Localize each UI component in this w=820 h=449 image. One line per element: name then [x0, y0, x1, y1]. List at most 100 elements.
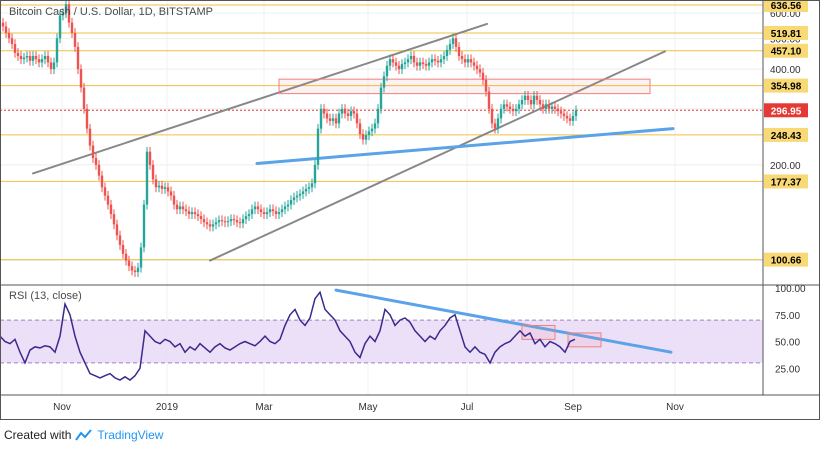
rsi-box	[521, 324, 556, 340]
candle-body	[502, 104, 506, 109]
candle-body	[346, 113, 350, 116]
candle-body	[559, 111, 563, 114]
last-price-label: 296.95	[771, 106, 802, 117]
candle-body	[493, 123, 497, 129]
candle-body	[115, 224, 119, 236]
candle-body	[1, 22, 5, 27]
candle-body	[280, 209, 284, 213]
candle-body	[427, 62, 431, 66]
candle-body	[109, 204, 113, 215]
candle-body	[7, 32, 11, 39]
candle-body	[400, 64, 404, 70]
candle-body	[535, 95, 539, 100]
candle-body	[250, 209, 254, 215]
rsi-tick-label: 75.00	[775, 311, 800, 322]
level-badge	[764, 78, 808, 93]
candle-body	[325, 113, 329, 119]
candle-body	[28, 55, 32, 61]
candle-body	[304, 188, 308, 192]
candle-body	[226, 221, 230, 223]
candle-body	[571, 115, 575, 121]
candle-body	[484, 79, 488, 92]
candle-body	[175, 204, 179, 210]
candle-body	[55, 38, 59, 63]
y-tick-label: 600.00	[770, 9, 801, 20]
candle-body	[97, 164, 101, 176]
footer-brand[interactable]: TradingView	[97, 428, 164, 442]
candle-body	[64, 4, 68, 14]
candle-body	[358, 123, 362, 135]
candle-body	[163, 187, 167, 189]
candle-body	[157, 185, 161, 188]
candle-body	[490, 108, 494, 124]
candle-body	[229, 219, 233, 222]
candle-body	[94, 158, 98, 165]
rsi-line	[0, 290, 576, 381]
candle-body	[34, 55, 38, 60]
candle-body	[355, 113, 359, 124]
candle-body	[169, 191, 173, 196]
candle-body	[361, 134, 365, 140]
candle-body	[499, 108, 503, 119]
candle-body	[136, 267, 140, 273]
candle-body	[403, 62, 407, 65]
level-badge-label: 457.10	[771, 47, 802, 58]
candle-body	[22, 57, 26, 60]
candle-body	[124, 253, 128, 261]
price-title: Bitcoin Cash / U.S. Dollar, 1D, BITSTAMP	[9, 6, 213, 18]
level-badge	[764, 127, 808, 142]
candle-body	[433, 59, 437, 61]
candle-body	[172, 195, 176, 205]
candle-body	[139, 247, 143, 268]
candle-body	[310, 183, 314, 188]
candle-body	[517, 104, 521, 109]
candle-body	[103, 187, 107, 196]
candle-body	[445, 49, 449, 56]
candle-body	[382, 76, 386, 88]
candle-body	[133, 270, 137, 273]
candle-body	[532, 95, 536, 105]
candle-body	[190, 212, 194, 215]
level-badge-label: 519.81	[771, 29, 802, 40]
candle-body	[154, 179, 158, 188]
candle-body	[88, 128, 92, 146]
candle-body	[409, 55, 413, 60]
trend-line	[255, 127, 675, 165]
candle-body	[562, 113, 566, 116]
candle-body	[220, 220, 224, 222]
candle-body	[337, 113, 341, 124]
candle-body	[349, 111, 353, 116]
candle-body	[340, 108, 344, 114]
candle-body	[181, 206, 185, 210]
x-tick-label: Mar	[255, 402, 273, 413]
candle-body	[166, 187, 170, 192]
candle-body	[217, 220, 221, 223]
candle-body	[184, 209, 188, 212]
rsi-title: RSI (13, close)	[9, 290, 82, 302]
candle-body	[424, 64, 428, 66]
candle-body	[85, 108, 89, 129]
candle-body	[406, 59, 410, 63]
candle-body	[271, 209, 275, 212]
candle-body	[460, 55, 464, 60]
candle-body	[298, 193, 302, 196]
candle-body	[328, 118, 332, 121]
candle-body	[4, 26, 8, 33]
candle-body	[67, 4, 71, 23]
candle-body	[265, 212, 269, 215]
x-tick-label: Nov	[53, 402, 71, 413]
candle-body	[148, 151, 152, 165]
candle-body	[316, 128, 320, 165]
candle-body	[454, 38, 458, 47]
candle-body	[448, 43, 452, 50]
x-tick-label: Jul	[461, 402, 474, 413]
candle-body	[214, 222, 218, 225]
rsi-tick-label: 50.00	[775, 338, 800, 349]
y-tick-label: 400.00	[770, 65, 801, 76]
candle-body	[343, 108, 347, 114]
candle-body	[370, 128, 374, 132]
candle-body	[187, 211, 191, 215]
tradingview-logo-icon	[75, 429, 93, 441]
candle-body	[397, 65, 401, 70]
